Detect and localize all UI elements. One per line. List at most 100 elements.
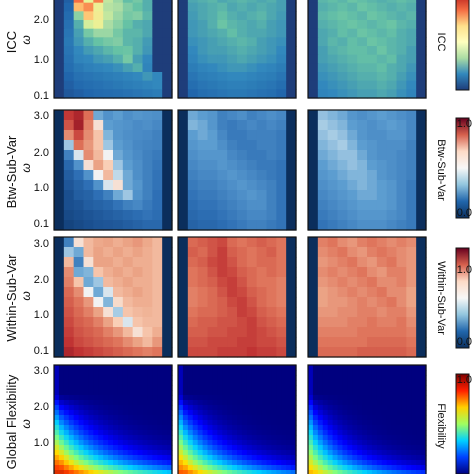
heatmap-cell — [246, 327, 258, 338]
heatmap-cell — [256, 410, 263, 416]
heatmap-cell — [337, 430, 344, 436]
heatmap-cell — [327, 190, 339, 201]
heatmap-cell — [178, 130, 189, 141]
heatmap-cell — [421, 410, 427, 416]
heatmap-cell — [266, 89, 277, 99]
heatmap-cell — [357, 445, 363, 451]
heatmap-cell — [187, 180, 199, 191]
heatmap-cell — [276, 180, 287, 191]
heatmap-cell — [317, 220, 329, 231]
heatmap-cell — [386, 430, 393, 436]
heatmap-cell — [391, 460, 398, 466]
heatmap-cell — [113, 28, 124, 38]
heatmap-cell — [342, 455, 348, 461]
heatmap-cell — [308, 380, 314, 386]
heatmap-cell — [122, 287, 134, 298]
heatmap-cell — [381, 420, 388, 426]
heatmap-cell — [276, 37, 287, 47]
heatmap-cell — [217, 110, 228, 121]
heatmap-cell — [367, 465, 373, 471]
heatmap-cell — [371, 370, 378, 376]
heatmap-cell — [68, 375, 75, 381]
heatmap-cell — [411, 435, 417, 441]
heatmap-cell — [352, 420, 358, 426]
heatmap-cell — [322, 415, 329, 421]
panel-frame — [177, 364, 297, 474]
heatmap-cell — [266, 170, 277, 181]
heatmap-cell — [117, 400, 124, 406]
heatmap-cell — [113, 410, 119, 416]
heatmap-cell — [416, 46, 427, 56]
heatmap-cell — [127, 460, 134, 466]
heatmap-cell — [54, 267, 65, 278]
heatmap-cell — [386, 455, 393, 461]
heatmap-cell — [78, 385, 85, 391]
heatmap-cell — [386, 120, 398, 131]
heatmap-cell — [246, 46, 258, 56]
heatmap-cell — [347, 390, 353, 396]
heatmap-cell — [122, 180, 134, 191]
heatmap-cell — [187, 400, 194, 406]
heatmap-cell — [63, 400, 70, 406]
heatmap-cell — [317, 435, 324, 441]
heatmap-cell — [207, 420, 214, 426]
heatmap-cell — [187, 365, 194, 371]
heatmap-cell — [256, 210, 268, 221]
heatmap-cell — [406, 307, 417, 318]
heatmap-cell — [197, 37, 209, 47]
heatmap-cell — [416, 180, 427, 191]
heatmap-cell — [276, 327, 287, 338]
heatmap-cell — [286, 445, 292, 451]
heatmap-cell — [152, 430, 158, 436]
heatmap-cell — [256, 385, 263, 391]
heatmap-cell — [327, 327, 339, 338]
heatmap-cell — [122, 445, 129, 451]
heatmap-cell — [347, 430, 353, 436]
panel-frame — [307, 0, 427, 99]
heatmap-cell — [83, 220, 94, 231]
heatmap-cell — [122, 72, 134, 82]
heatmap-cell — [327, 390, 334, 396]
heatmap-cell — [217, 37, 228, 47]
heatmap-cell — [207, 247, 218, 258]
heatmap-cell — [63, 237, 75, 248]
heatmap-cell — [147, 435, 153, 441]
heatmap-cell — [261, 415, 268, 421]
heatmap-cell — [113, 20, 124, 30]
heatmap-cell — [98, 465, 104, 471]
heatmap-cell — [386, 46, 398, 56]
heatmap-cell — [371, 430, 378, 436]
heatmap-cell — [367, 140, 378, 151]
heatmap-cell — [202, 365, 209, 371]
heatmap-cell — [113, 415, 119, 421]
heatmap-cell — [187, 247, 199, 258]
heatmap-cell — [113, 390, 119, 396]
heatmap-cell — [347, 337, 358, 348]
heatmap-cell — [337, 410, 344, 416]
heatmap-cell — [132, 430, 139, 436]
heatmap-cell — [317, 297, 329, 308]
heatmap-cell — [357, 435, 363, 441]
heatmap-cell — [103, 307, 114, 318]
heatmap-cell — [276, 11, 287, 21]
heatmap-cell — [147, 445, 153, 451]
heatmap-cell — [83, 465, 90, 471]
heatmap-cell — [256, 180, 268, 191]
heatmap-cell — [157, 380, 163, 386]
heatmap-cell — [308, 11, 319, 21]
heatmap-cell — [73, 20, 85, 30]
heatmap-cell — [347, 410, 353, 416]
heatmap-cell — [411, 365, 417, 371]
heatmap-cell — [237, 220, 248, 231]
heatmap-cell — [337, 425, 344, 431]
heatmap-cell — [212, 400, 218, 406]
heatmap-cell — [352, 365, 358, 371]
heatmap-cell — [83, 63, 94, 73]
heatmap-cell — [416, 400, 422, 406]
heatmap-cell — [132, 380, 139, 386]
heatmap-cell — [127, 380, 134, 386]
heatmap-panels — [53, 0, 427, 474]
heatmap-cell — [327, 460, 334, 466]
heatmap-cell — [187, 140, 199, 151]
heatmap-cell — [73, 395, 80, 401]
